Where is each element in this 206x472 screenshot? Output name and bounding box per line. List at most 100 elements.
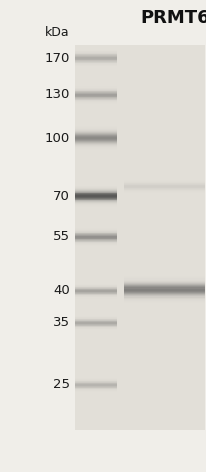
- Bar: [75, 222, 116, 223]
- Bar: [124, 287, 204, 288]
- Bar: [75, 389, 116, 390]
- Bar: [75, 207, 116, 208]
- Bar: [75, 232, 116, 233]
- Bar: [124, 283, 204, 284]
- Bar: [75, 99, 116, 100]
- Bar: [124, 275, 204, 276]
- Bar: [75, 230, 116, 231]
- Bar: [124, 291, 204, 292]
- Bar: [75, 328, 116, 329]
- Text: 130: 130: [44, 89, 70, 101]
- Bar: [75, 137, 116, 138]
- Bar: [75, 205, 116, 206]
- Bar: [75, 212, 116, 213]
- Bar: [75, 182, 116, 183]
- Bar: [75, 136, 116, 137]
- Bar: [75, 153, 116, 154]
- Bar: [75, 92, 116, 93]
- Bar: [75, 108, 116, 109]
- Bar: [75, 126, 116, 127]
- Bar: [75, 199, 116, 200]
- Bar: [75, 391, 116, 392]
- Bar: [75, 63, 116, 64]
- Bar: [75, 88, 116, 89]
- Bar: [75, 289, 116, 290]
- Bar: [75, 68, 116, 69]
- Bar: [75, 302, 116, 303]
- Text: 170: 170: [44, 51, 70, 65]
- Bar: [75, 189, 116, 190]
- Bar: [75, 290, 116, 291]
- Bar: [75, 143, 116, 144]
- Bar: [75, 388, 116, 389]
- Bar: [75, 320, 116, 321]
- Bar: [75, 210, 116, 211]
- Bar: [124, 293, 204, 294]
- Bar: [75, 193, 116, 194]
- Bar: [75, 81, 116, 82]
- Bar: [124, 298, 204, 299]
- Bar: [75, 154, 116, 155]
- Bar: [124, 305, 204, 307]
- Text: 35: 35: [53, 317, 70, 329]
- Bar: [75, 301, 116, 302]
- Bar: [124, 302, 204, 303]
- Bar: [75, 45, 116, 46]
- Bar: [75, 202, 116, 203]
- Bar: [75, 204, 116, 205]
- Bar: [75, 235, 116, 236]
- Bar: [75, 53, 116, 54]
- Bar: [75, 247, 116, 248]
- Bar: [75, 131, 116, 132]
- Bar: [75, 330, 116, 331]
- Bar: [75, 140, 116, 141]
- Bar: [75, 195, 116, 196]
- Bar: [124, 192, 204, 193]
- Bar: [75, 83, 116, 84]
- Bar: [124, 274, 204, 275]
- Bar: [75, 150, 116, 151]
- Bar: [75, 149, 116, 150]
- Bar: [75, 103, 116, 104]
- Bar: [75, 238, 116, 239]
- Bar: [124, 288, 204, 290]
- Bar: [75, 329, 116, 330]
- Text: 40: 40: [53, 285, 70, 297]
- Bar: [75, 179, 116, 180]
- Bar: [124, 179, 204, 180]
- Bar: [124, 310, 204, 311]
- Bar: [75, 296, 116, 297]
- Bar: [124, 198, 204, 199]
- Bar: [75, 190, 116, 191]
- Bar: [124, 191, 204, 192]
- Bar: [124, 196, 204, 197]
- Bar: [124, 180, 204, 181]
- Bar: [75, 62, 116, 63]
- Bar: [124, 301, 204, 302]
- Bar: [124, 269, 204, 270]
- Bar: [75, 319, 116, 320]
- Bar: [75, 52, 116, 53]
- Bar: [75, 156, 116, 157]
- Bar: [75, 192, 116, 193]
- Bar: [75, 284, 116, 285]
- Bar: [124, 174, 204, 175]
- Bar: [75, 180, 116, 181]
- Bar: [124, 292, 204, 293]
- Bar: [75, 47, 116, 48]
- Bar: [75, 377, 116, 378]
- Bar: [75, 332, 116, 333]
- Bar: [75, 151, 116, 152]
- Bar: [124, 178, 204, 179]
- Bar: [75, 244, 116, 245]
- Bar: [75, 291, 116, 292]
- Bar: [124, 307, 204, 308]
- Bar: [75, 279, 116, 280]
- Bar: [75, 122, 116, 123]
- Bar: [75, 223, 116, 224]
- Bar: [124, 197, 204, 198]
- Bar: [75, 57, 116, 58]
- Bar: [75, 125, 116, 126]
- Bar: [124, 177, 204, 178]
- Bar: [75, 43, 116, 44]
